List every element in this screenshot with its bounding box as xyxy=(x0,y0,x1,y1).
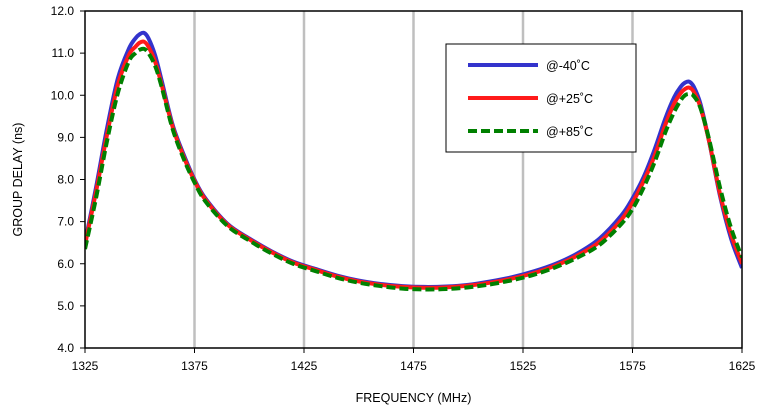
legend: @-40˚C @+25˚C @+85˚C xyxy=(445,43,637,153)
tick-layer: 1325 1375 1425 1475 1525 1575 1625 4.0 5.0 6.0 7.0… xyxy=(51,4,756,373)
y-tick-label: 11.0 xyxy=(52,46,75,60)
y-tick-label: 10.0 xyxy=(51,88,75,102)
axis-titles: FREQUENCY (MHz) GROUP DELAY (ns) xyxy=(11,123,471,405)
series-line-3 xyxy=(85,46,742,292)
x-tick-label: 1475 xyxy=(400,359,427,373)
x-tick-label: 1525 xyxy=(510,359,537,373)
x-tick-label: 1575 xyxy=(619,359,646,373)
x-tick-label: 1375 xyxy=(181,359,208,373)
x-tick-label: 1625 xyxy=(729,359,756,373)
series-layer xyxy=(85,30,742,292)
y-axis-title: GROUP DELAY (ns) xyxy=(11,123,25,237)
legend-label-3: @+85˚C xyxy=(546,125,593,139)
legend-label-1: @-40˚C xyxy=(546,59,590,73)
x-axis-title: FREQUENCY (MHz) xyxy=(356,391,472,405)
y-tick-label: 12.0 xyxy=(51,4,75,18)
y-tick-label: 6.0 xyxy=(57,257,74,271)
y-tick-label: 4.0 xyxy=(57,341,74,355)
x-tick-label: 1425 xyxy=(291,359,318,373)
legend-label-2: @+25˚C xyxy=(546,92,593,106)
y-tick-label: 5.0 xyxy=(57,299,74,313)
y-tick-label: 7.0 xyxy=(57,215,74,229)
y-tick-label: 9.0 xyxy=(57,130,74,144)
y-tick-label: 8.0 xyxy=(57,173,74,187)
x-tick-label: 1325 xyxy=(72,359,99,373)
